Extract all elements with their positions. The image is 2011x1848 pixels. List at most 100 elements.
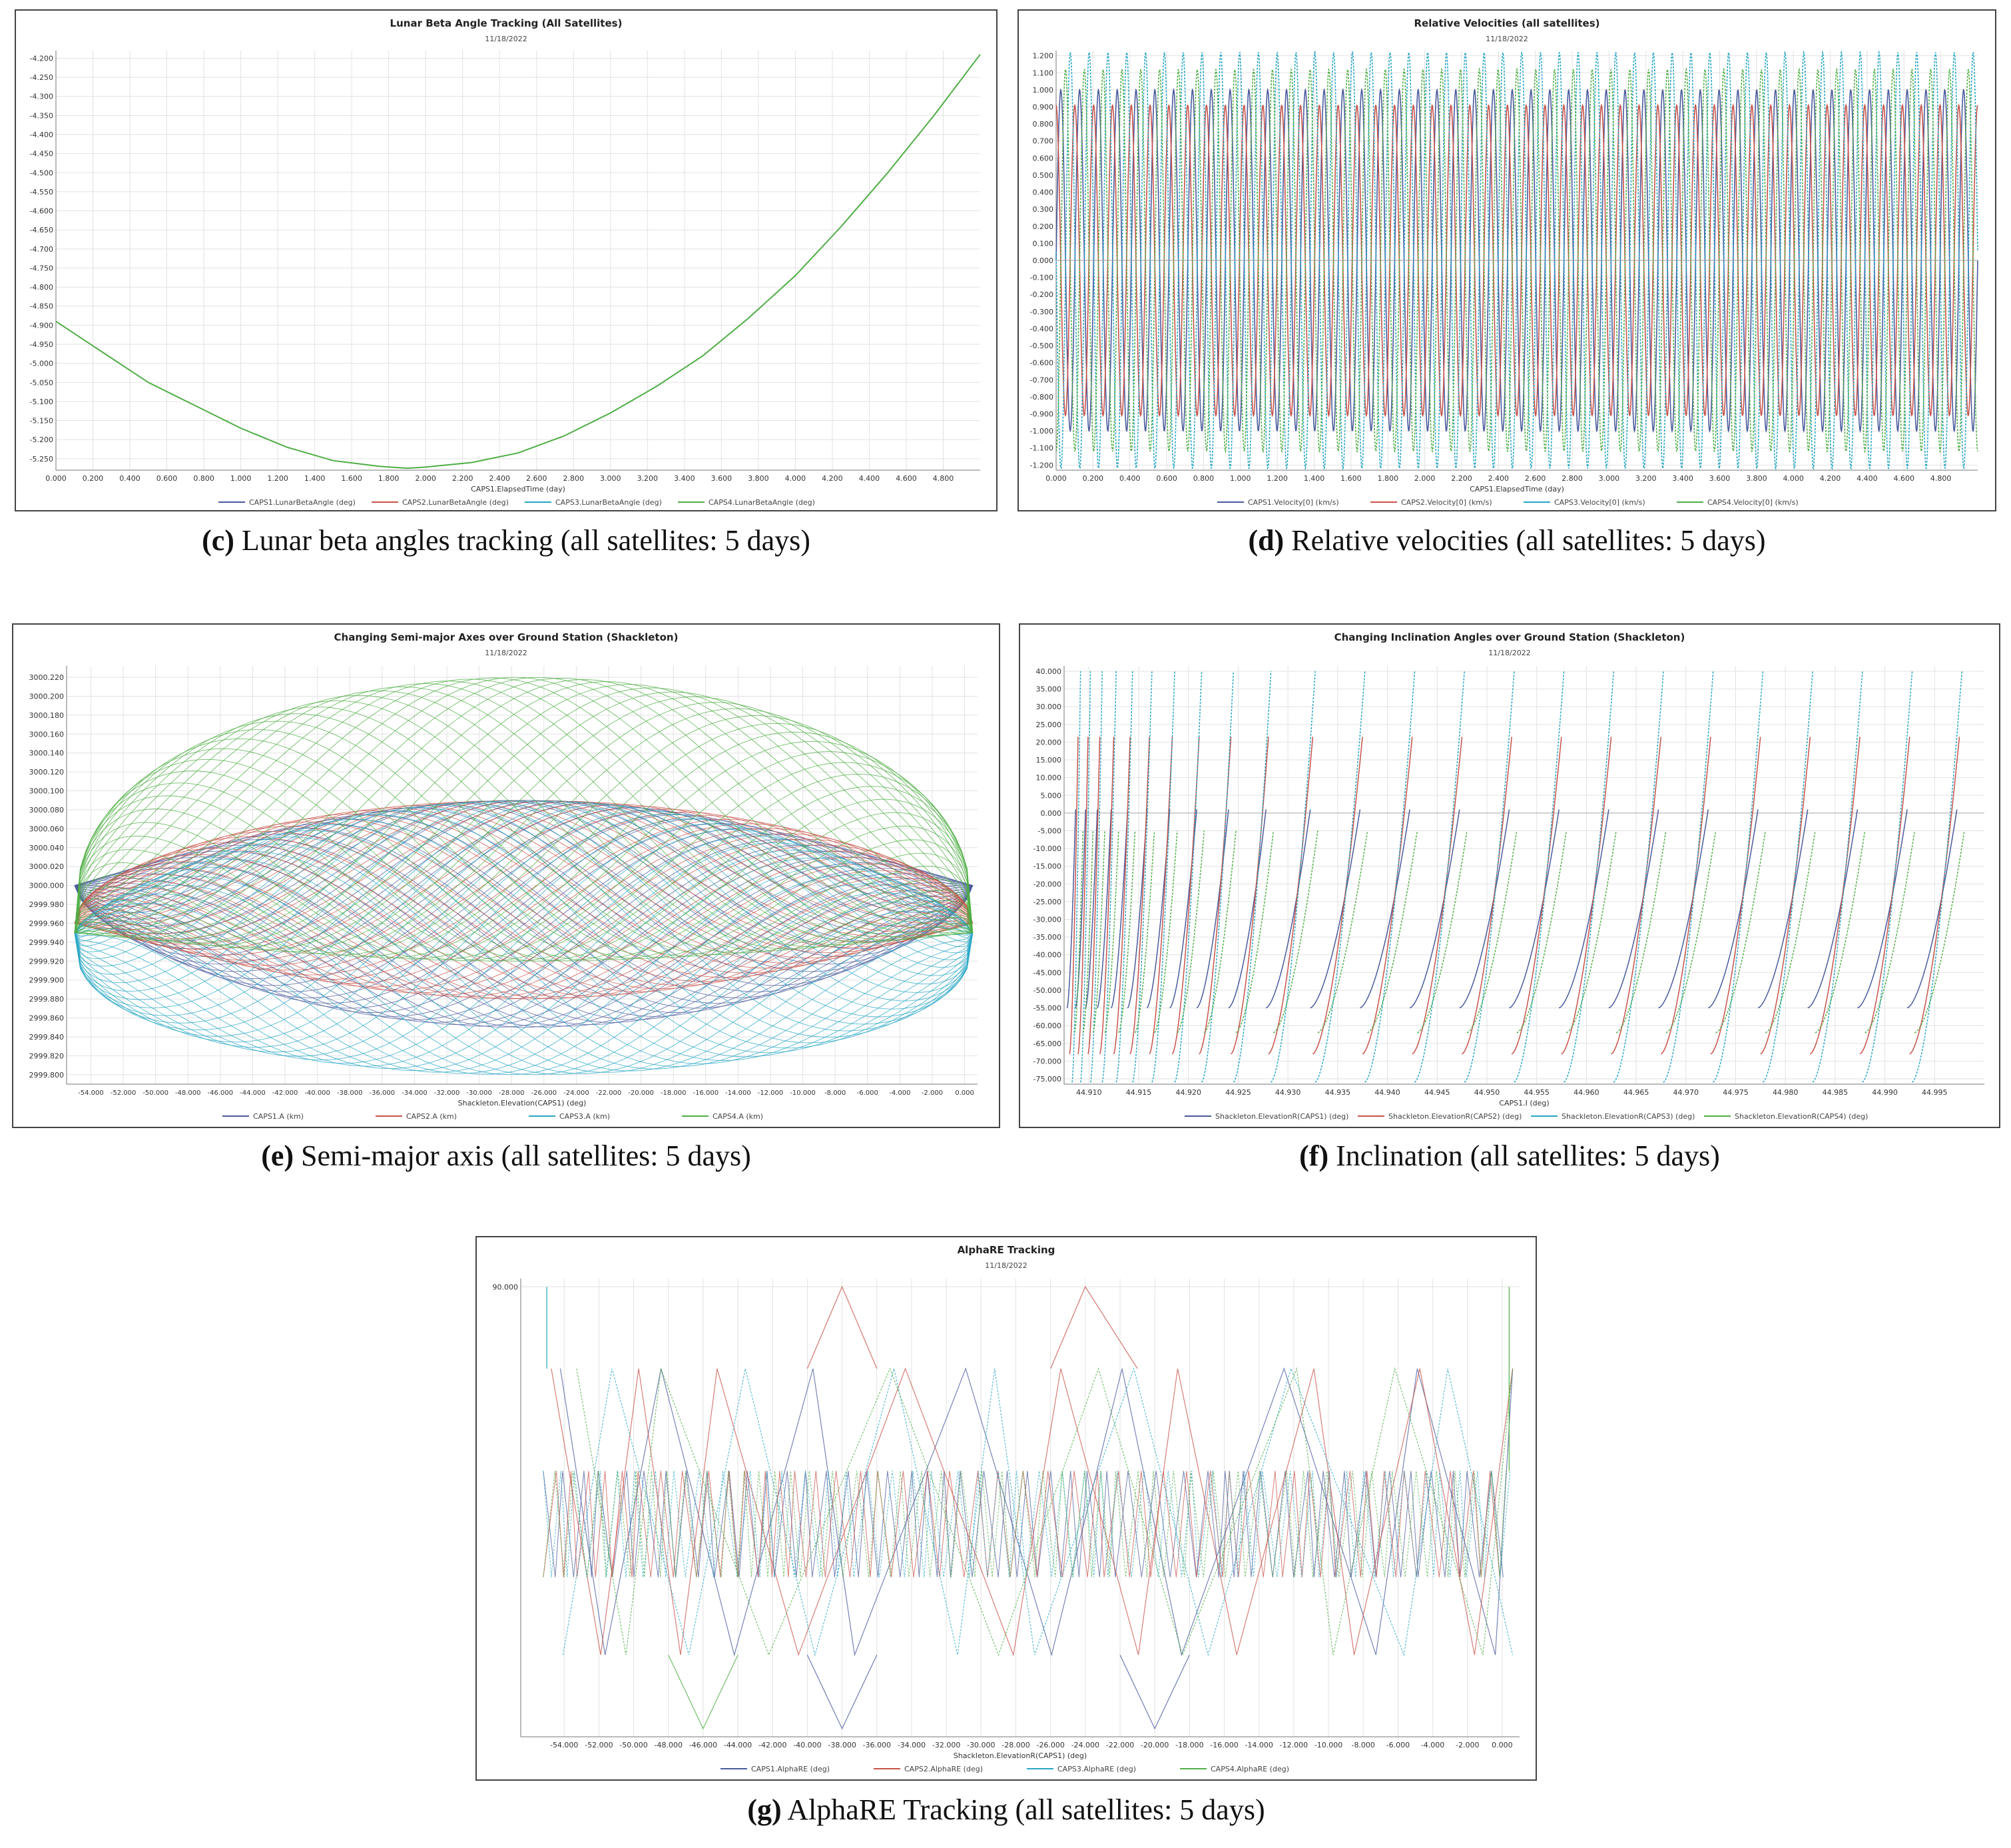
- x-tick-label: 0.800: [193, 474, 214, 483]
- chart-title: Changing Inclination Angles over Ground …: [1334, 631, 1685, 643]
- x-tick-label: 4.400: [1857, 474, 1878, 483]
- y-tick-label: -4.850: [30, 302, 53, 311]
- x-tick-label: -4.000: [889, 1089, 910, 1097]
- x-tick-label: 0.600: [156, 474, 178, 483]
- y-tick-label: 2999.860: [29, 1014, 65, 1023]
- legend-entry: CAPS3.Velocity[0] (km/s): [1554, 498, 1645, 507]
- x-tick-label: 4.000: [785, 474, 806, 483]
- caption-g: (g) AlphaRE Tracking (all satellites: 5 …: [475, 1793, 1537, 1827]
- y-tick-label: -4.700: [30, 245, 53, 254]
- x-tick-label: 4.400: [859, 474, 880, 483]
- chart-title: Lunar Beta Angle Tracking (All Satellite…: [390, 17, 623, 29]
- x-tick-label: -40.000: [304, 1089, 330, 1097]
- x-tick-label: 2.200: [1451, 474, 1472, 483]
- caption-text: Inclination (all satellites: 5 days): [1328, 1139, 1720, 1172]
- x-tick-label: -52.000: [585, 1741, 613, 1749]
- x-tick-label: 44.965: [1623, 1088, 1649, 1097]
- y-tick-label: 0.900: [1033, 103, 1054, 112]
- chart-subtitle: 11/18/2022: [1488, 649, 1530, 657]
- x-tick-label: -16.000: [693, 1089, 718, 1097]
- x-tick-label: 4.600: [1894, 474, 1915, 483]
- caption-text: Relative velocities (all satellites: 5 d…: [1284, 524, 1766, 557]
- x-axis-label: Shackleton.Elevation(CAPS1) (deg): [458, 1099, 587, 1107]
- x-tick-label: -44.000: [724, 1741, 752, 1749]
- y-tick-label: -25.000: [1033, 898, 1061, 906]
- y-tick-label: 3000.060: [29, 824, 65, 833]
- x-tick-label: -34.000: [898, 1741, 926, 1749]
- x-tick-label: -34.000: [402, 1089, 428, 1097]
- legend-entry: CAPS2.LunarBetaAngle (deg): [402, 498, 509, 507]
- x-tick-label: -20.000: [628, 1089, 654, 1097]
- x-tick-label: -30.000: [967, 1741, 995, 1749]
- y-tick-label: -15.000: [1033, 862, 1061, 871]
- y-tick-label: -4.600: [30, 207, 53, 216]
- x-tick-label: 44.980: [1773, 1088, 1799, 1097]
- y-tick-label: -45.000: [1033, 968, 1061, 977]
- x-tick-label: -10.000: [1314, 1741, 1342, 1749]
- x-tick-label: -38.000: [828, 1741, 856, 1749]
- legend-entry: CAPS3.LunarBetaAngle (deg): [555, 498, 662, 507]
- x-tick-label: -6.000: [857, 1089, 878, 1097]
- y-tick-label: 0.000: [1041, 809, 1062, 818]
- y-tick-label: -4.350: [30, 111, 53, 120]
- y-tick-label: 3000.000: [29, 882, 65, 890]
- series-line-caps3: [1055, 50, 1978, 471]
- x-tick-label: -12.000: [758, 1089, 784, 1097]
- y-tick-label: 0.000: [1033, 256, 1054, 265]
- y-tick-label: -5.150: [30, 417, 53, 426]
- legend-entry: Shackleton.ElevationR(CAPS3) (deg): [1562, 1112, 1695, 1121]
- legend-entry: CAPS3.A (km): [559, 1112, 610, 1121]
- x-tick-label: 0.200: [83, 474, 104, 483]
- x-tick-label: 3.800: [748, 474, 769, 483]
- x-tick-label: -50.000: [619, 1741, 647, 1749]
- y-tick-label: -4.900: [30, 321, 53, 330]
- spike-line: [668, 1654, 738, 1730]
- spike-line: [806, 1285, 878, 1369]
- caption-label: (f): [1299, 1139, 1329, 1172]
- y-tick-label: -30.000: [1033, 916, 1061, 924]
- x-tick-label: -32.000: [434, 1089, 460, 1097]
- x-tick-label: -30.000: [466, 1089, 492, 1097]
- y-tick-label: 3000.180: [29, 711, 65, 720]
- y-tick-label: 3000.040: [29, 844, 65, 852]
- y-tick-label: -0.500: [1030, 342, 1053, 350]
- y-tick-label: -40.000: [1033, 951, 1061, 960]
- y-tick-label: -4.800: [30, 283, 53, 292]
- caption-label: (c): [202, 524, 234, 557]
- x-tick-label: 44.990: [1872, 1088, 1898, 1097]
- x-axis-label: Shackleton.ElevationR(CAPS1) (deg): [954, 1751, 1087, 1760]
- y-tick-label: -55.000: [1033, 1004, 1061, 1013]
- x-tick-label: -28.000: [499, 1089, 525, 1097]
- x-tick-label: 3.400: [1672, 474, 1693, 483]
- y-tick-label: -0.100: [1030, 274, 1053, 282]
- chart-panel-f: Changing Inclination Angles over Ground …: [1019, 623, 2000, 1128]
- x-tick-label: -6.000: [1386, 1741, 1410, 1749]
- caption-d: (d) Relative velocities (all satellites:…: [1017, 523, 1996, 557]
- y-tick-label: -5.050: [30, 378, 53, 387]
- x-tick-label: -16.000: [1210, 1741, 1238, 1749]
- spike-line: [1119, 1654, 1190, 1730]
- x-tick-label: -12.000: [1280, 1741, 1308, 1749]
- y-tick-label: -5.100: [30, 398, 53, 406]
- x-tick-label: 4.200: [1820, 474, 1841, 483]
- series-line-caps4: [1073, 830, 1965, 1034]
- x-tick-label: -18.000: [661, 1089, 687, 1097]
- spike-line: [1050, 1286, 1138, 1369]
- x-tick-label: 44.995: [1922, 1088, 1948, 1097]
- y-tick-label: 0.800: [1033, 120, 1054, 129]
- legend-entry: CAPS1.LunarBetaAngle (deg): [249, 498, 356, 507]
- x-tick-label: 3.000: [1599, 474, 1620, 483]
- x-tick-label: -14.000: [725, 1089, 751, 1097]
- x-tick-label: -38.000: [337, 1089, 363, 1097]
- y-tick-label: -0.300: [1030, 308, 1053, 316]
- spike-line: [806, 1654, 878, 1730]
- chart-title: AlphaRE Tracking: [958, 1244, 1055, 1256]
- x-tick-label: 2.000: [415, 474, 436, 483]
- y-tick-label: 3000.200: [29, 692, 65, 701]
- y-tick-label: -4.750: [30, 264, 53, 272]
- x-tick-label: 2.800: [563, 474, 585, 483]
- y-tick-label: 3000.220: [29, 673, 65, 682]
- x-axis-label: CAPS1.I (deg): [1499, 1099, 1549, 1107]
- chart-subtitle: 11/18/2022: [485, 649, 527, 657]
- series-line-caps4: [543, 1367, 1514, 1656]
